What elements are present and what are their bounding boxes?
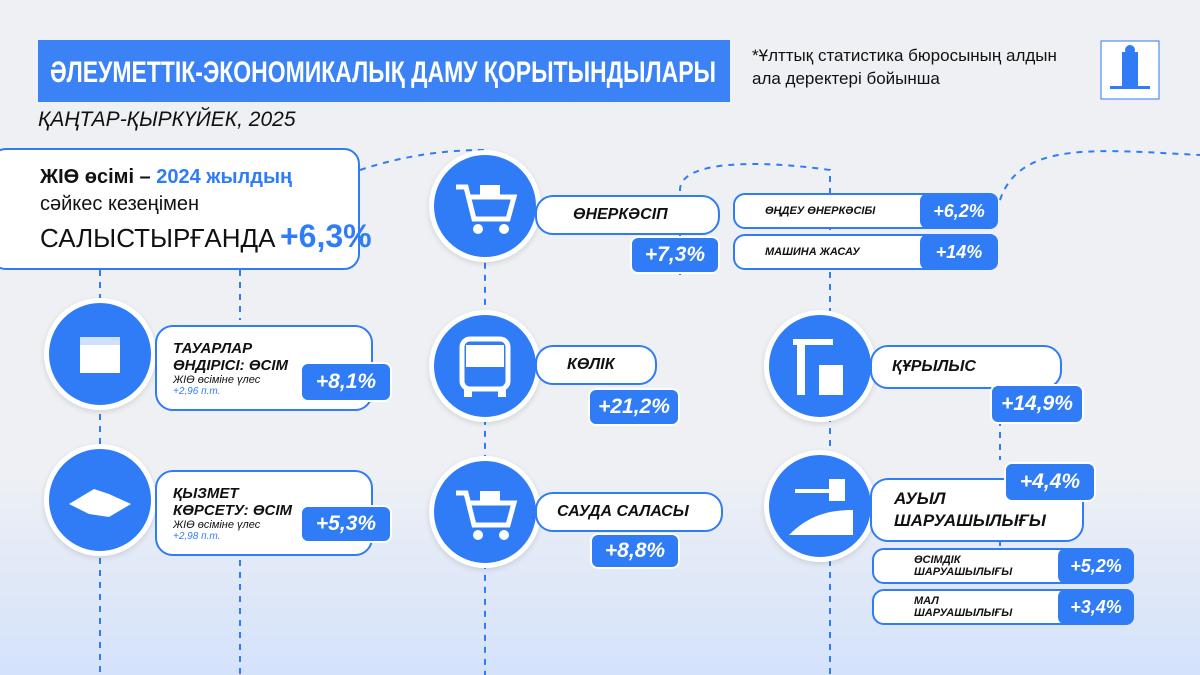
services-contrib-label: ЖІӨ өсіміне үлес — [173, 518, 261, 531]
transport-icon — [429, 310, 541, 422]
gdp-year: 2024 жылдың — [156, 166, 293, 188]
services-title: ҚЫЗМЕТ КӨРСЕТУ: ӨСІМ — [173, 484, 293, 519]
gdp-line1: ЖІӨ өсімі – 2024 жылдың — [40, 166, 358, 189]
industry-sub-0-value: +6,2% — [920, 193, 998, 229]
title-bg — [38, 40, 730, 102]
gdp-line3: САЛЫСТЫРҒАНДА +6,3% — [40, 218, 372, 255]
agriculture-icon — [764, 450, 876, 562]
industry-value: +7,3% — [630, 236, 720, 274]
title: ӘЛЕУМЕТТІК-ЭКОНОМИКАЛЫҚ ДАМУ ҚОРЫТЫНДЫЛА… — [50, 56, 716, 89]
goods-value: +8,1% — [300, 362, 392, 402]
agriculture-title: АУЫЛ ШАРУАШЫЛЫҒЫ — [894, 489, 1046, 530]
title-bar: ӘЛЕУМЕТТІК-ЭКОНОМИКАЛЫҚ ДАМУ ҚОРЫТЫНДЫЛА… — [38, 40, 730, 102]
services-contrib: +2,98 п.т. — [173, 530, 221, 542]
gdp-text: ЖІӨ өсімі – — [40, 166, 151, 188]
agriculture-sub-1-label: МАЛ ШАРУАШЫЛЫҒЫ — [914, 595, 1013, 619]
agriculture-label: АУЫЛ ШАРУАШЫЛЫҒЫ — [870, 478, 1084, 542]
services-value: +5,3% — [300, 505, 392, 543]
industry-label: ӨНЕРКӘСІП — [535, 195, 720, 235]
transport-label: КӨЛІК — [535, 345, 657, 385]
agriculture-sub-0-value: +5,2% — [1058, 548, 1134, 584]
agriculture-sub-1-value: +3,4% — [1058, 589, 1134, 625]
construction-label: ҚҰРЫЛЫС — [870, 345, 1062, 389]
industry-icon — [429, 150, 541, 262]
transport-value: +21,2% — [588, 388, 680, 426]
construction-icon — [764, 310, 876, 422]
goods-title: ТАУАРЛАР ӨНДІРІСІ: ӨСІМ — [173, 339, 288, 374]
services-icon — [44, 444, 156, 556]
trade-label: САУДА САЛАСЫ — [535, 492, 723, 532]
agriculture-sub-0-label: ӨСІМДІК ШАРУАШЫЛЫҒЫ — [914, 554, 1013, 578]
logo — [1100, 40, 1160, 100]
agriculture-value: +4,4% — [1004, 462, 1096, 502]
construction-value: +14,9% — [990, 384, 1084, 424]
trade-value: +8,8% — [590, 533, 680, 569]
gdp-value: +6,3% — [279, 218, 372, 254]
goods-contrib: +2,96 п.т. — [173, 385, 221, 397]
gdp-line2: сәйкес кезеңімен — [40, 193, 200, 215]
trade-icon — [429, 456, 541, 568]
goods-contrib-label: ЖІӨ өсіміне үлес — [173, 373, 261, 386]
gdp-compare: САЛЫСТЫРҒАНДА — [40, 223, 276, 253]
goods-icon — [44, 298, 156, 410]
gdp-box: ЖІӨ өсімі – 2024 жылдың сәйкес кезеңімен… — [0, 148, 372, 270]
industry-sub-1-value: +14% — [920, 234, 998, 270]
source-note: *Ұлттық статистика бюросының алдын ала д… — [752, 46, 1057, 88]
period: ҚАҢТАР-ҚЫРКҮЙЕК, 2025 — [38, 108, 296, 131]
